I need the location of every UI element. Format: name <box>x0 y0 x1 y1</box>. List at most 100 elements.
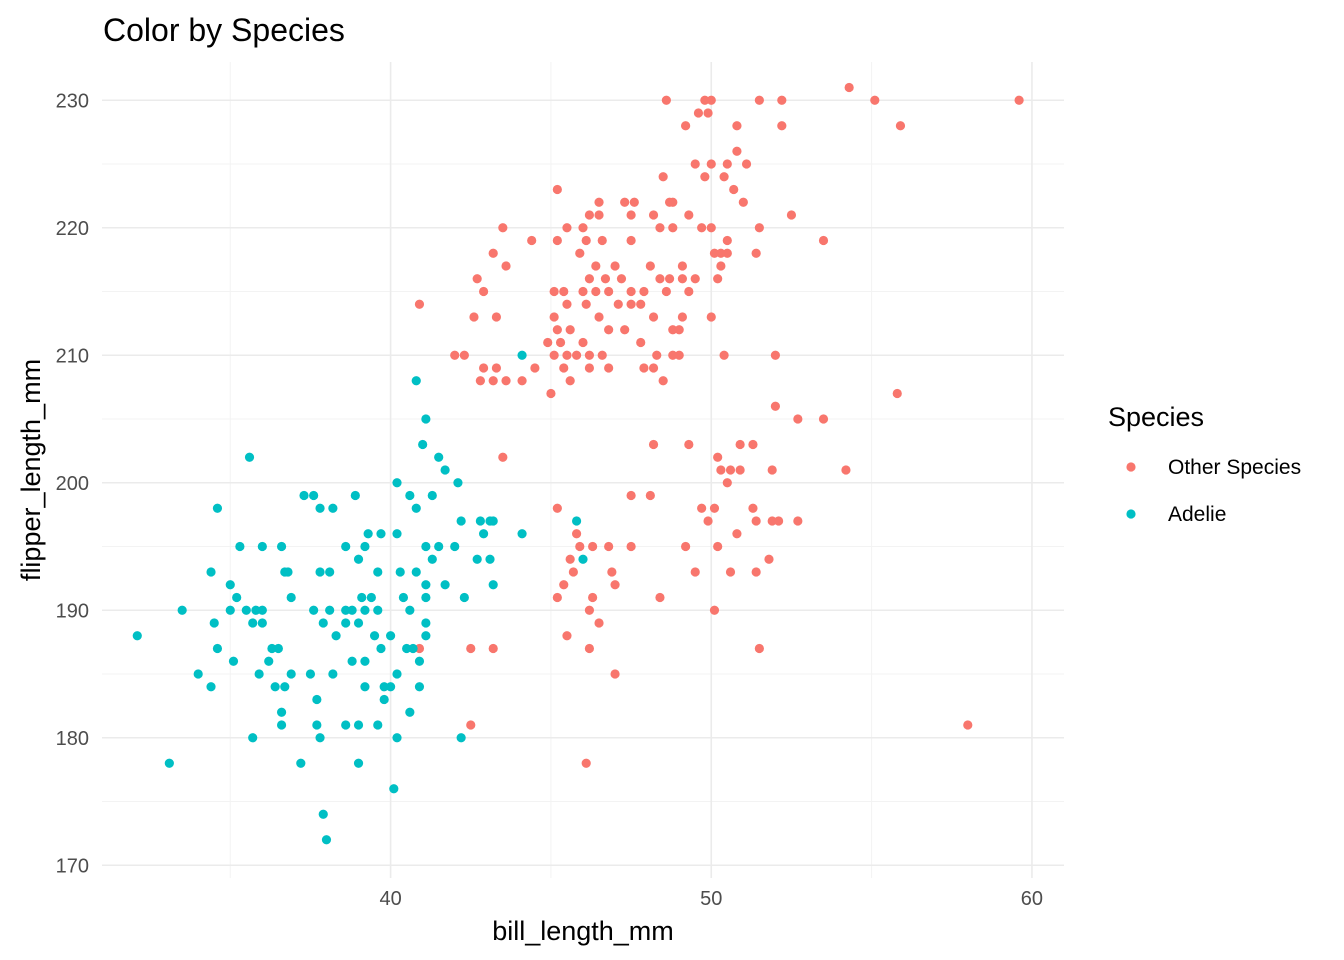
data-point <box>321 835 332 845</box>
data-point <box>594 197 604 207</box>
data-point <box>677 274 688 284</box>
data-point <box>411 567 421 577</box>
data-point <box>305 669 316 679</box>
data-point <box>703 516 713 526</box>
data-point <box>405 605 415 615</box>
data-point <box>386 631 396 641</box>
data-point <box>597 235 607 246</box>
data-point <box>626 490 636 501</box>
data-point <box>706 223 716 233</box>
data-point <box>767 516 777 526</box>
data-point <box>421 541 431 552</box>
data-point <box>132 631 142 641</box>
data-point <box>421 592 431 603</box>
data-point <box>360 605 370 615</box>
data-point <box>655 592 665 603</box>
data-point <box>517 376 527 386</box>
data-point <box>414 656 425 666</box>
data-point <box>648 210 659 220</box>
data-point <box>286 592 296 603</box>
data-point <box>379 694 389 705</box>
data-point <box>620 325 630 335</box>
series-other-species <box>414 82 1024 768</box>
data-point <box>276 541 287 552</box>
data-point <box>318 809 328 819</box>
data-point <box>366 592 376 603</box>
data-point <box>235 541 245 552</box>
data-point <box>655 223 665 233</box>
data-point <box>732 121 742 131</box>
data-point <box>392 478 402 488</box>
data-point <box>709 248 720 258</box>
data-point <box>700 172 710 182</box>
data-point <box>754 223 764 233</box>
data-point <box>254 669 264 679</box>
data-point <box>392 529 402 539</box>
data-point <box>309 490 319 501</box>
data-point <box>594 210 604 220</box>
data-point <box>725 465 736 475</box>
data-point <box>283 567 293 577</box>
data-point <box>485 554 495 564</box>
data-point <box>626 235 636 246</box>
data-point <box>562 223 572 233</box>
data-point <box>706 159 716 169</box>
data-point <box>764 554 774 564</box>
data-point <box>793 414 803 424</box>
data-point <box>363 529 373 539</box>
data-point <box>684 439 694 450</box>
data-point <box>360 682 370 692</box>
data-point <box>681 541 691 552</box>
data-point <box>469 312 479 322</box>
data-point <box>620 197 630 207</box>
x-axis-ticks: 40 50 60 <box>379 888 1043 910</box>
data-point <box>677 261 688 271</box>
data-point <box>434 541 444 552</box>
x-tick-label: 50 <box>700 888 722 910</box>
data-point <box>549 286 559 297</box>
data-point <box>716 465 726 475</box>
data-point <box>751 248 761 258</box>
data-point <box>459 592 469 603</box>
y-tick-label: 220 <box>56 218 89 240</box>
data-point <box>206 682 216 692</box>
data-point <box>273 643 283 654</box>
y-axis-title: flipper_length_mm <box>16 359 46 581</box>
data-point <box>841 465 851 475</box>
data-point <box>312 694 322 705</box>
data-point <box>1014 95 1024 105</box>
data-point <box>636 337 646 348</box>
data-point <box>818 235 829 246</box>
y-tick-label: 230 <box>56 90 89 112</box>
data-point <box>315 503 325 513</box>
data-point <box>713 452 723 462</box>
data-point <box>613 299 623 309</box>
data-point <box>777 95 787 105</box>
chart-title: Color by Species <box>103 12 345 48</box>
data-point <box>584 350 595 360</box>
data-point <box>466 720 476 730</box>
data-point <box>565 554 575 564</box>
data-point <box>706 312 716 322</box>
data-points <box>132 82 1024 845</box>
data-point <box>360 541 370 552</box>
data-point <box>421 414 431 424</box>
data-point <box>341 605 351 615</box>
data-point <box>741 159 752 169</box>
data-point <box>604 325 614 335</box>
data-point <box>725 567 736 577</box>
data-point <box>543 337 553 348</box>
data-point <box>331 631 341 641</box>
data-point <box>597 350 607 360</box>
data-point <box>414 643 425 654</box>
data-point <box>604 541 614 552</box>
data-point <box>402 643 412 654</box>
data-point <box>549 312 559 322</box>
data-point <box>607 567 617 577</box>
data-point <box>571 529 582 539</box>
data-point <box>488 580 498 590</box>
data-point <box>562 350 572 360</box>
data-point <box>562 299 572 309</box>
data-point <box>453 478 463 488</box>
